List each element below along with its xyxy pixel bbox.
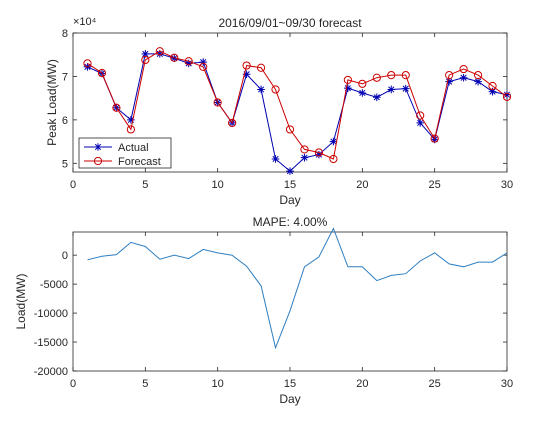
data-point xyxy=(155,47,164,56)
legend-label: Actual xyxy=(118,142,149,154)
y-tick-label: 5 xyxy=(62,158,68,170)
legend-marker xyxy=(94,143,102,151)
data-point xyxy=(459,73,468,82)
data-point xyxy=(199,62,208,71)
data-point xyxy=(401,71,410,80)
series-line xyxy=(87,50,508,160)
x-tick-label: 25 xyxy=(429,378,441,390)
data-point xyxy=(502,92,512,101)
y-tick-label: -20000 xyxy=(34,366,68,378)
x-tick-label: 30 xyxy=(501,378,513,390)
x-tick-label: 10 xyxy=(212,378,224,390)
series-error xyxy=(87,227,508,350)
y-tick-label: -5000 xyxy=(40,279,68,291)
x-tick-label: 5 xyxy=(142,179,148,191)
data-point xyxy=(387,71,396,80)
x-tick-label: 5 xyxy=(142,378,148,390)
data-point xyxy=(373,93,381,102)
data-point xyxy=(242,61,251,70)
data-point xyxy=(416,111,425,120)
data-point xyxy=(257,85,265,94)
data-point xyxy=(126,125,135,134)
x-tick-label: 15 xyxy=(284,179,296,191)
legend-marker xyxy=(93,156,103,166)
data-point xyxy=(271,85,280,94)
data-point xyxy=(141,50,150,58)
y-tick-label: 0 xyxy=(62,250,68,262)
series-forecast xyxy=(83,47,512,164)
data-point xyxy=(228,118,237,128)
chart-2: 0 5 10 15 20 25 30 -20000 -15000 -10000 -5000 0 MAPE… xyxy=(14,215,513,406)
x-axis-label: Day xyxy=(279,392,300,406)
data-point xyxy=(184,59,193,68)
data-point xyxy=(127,116,135,124)
legend-label: Forecast xyxy=(118,156,161,168)
data-point xyxy=(343,75,352,85)
x-tick-label: 15 xyxy=(284,378,296,390)
data-point xyxy=(314,148,324,157)
data-point xyxy=(256,63,266,72)
data-point xyxy=(315,150,323,159)
data-point xyxy=(97,68,107,78)
data-point xyxy=(112,103,121,112)
data-point xyxy=(358,79,367,88)
data-point xyxy=(285,125,295,134)
data-point xyxy=(271,155,280,163)
data-point xyxy=(170,53,179,62)
legend: Actual Forecast xyxy=(78,137,172,169)
data-point xyxy=(300,145,309,154)
data-point xyxy=(344,84,352,92)
y-axis-label: Load(MW) xyxy=(14,273,28,329)
chart-title: 2016/09/01~09/30 forecast xyxy=(218,16,362,30)
data-point xyxy=(416,119,424,127)
data-point xyxy=(329,154,338,164)
data-point xyxy=(474,77,482,86)
y-tick-label: 6 xyxy=(62,115,68,127)
x-tick-label: 0 xyxy=(70,179,76,191)
data-point xyxy=(430,134,439,143)
legend-box xyxy=(78,137,172,169)
x-axis-label: Day xyxy=(279,193,300,207)
data-point xyxy=(156,50,164,58)
data-point xyxy=(445,77,453,86)
data-point xyxy=(141,55,150,65)
data-point xyxy=(488,87,497,96)
x-tick-label: 25 xyxy=(429,179,441,191)
data-point xyxy=(184,57,193,66)
y-tick-label: -15000 xyxy=(34,337,68,349)
plot-area-frame xyxy=(72,231,508,372)
y-tick-label: 7 xyxy=(62,71,68,83)
data-point xyxy=(473,71,483,80)
data-point xyxy=(286,167,294,175)
data-point xyxy=(358,89,367,97)
data-point xyxy=(459,64,468,74)
data-point xyxy=(300,153,309,162)
data-point xyxy=(503,90,511,99)
data-point xyxy=(329,137,338,146)
data-point xyxy=(387,85,396,94)
x-tick-label: 30 xyxy=(501,179,513,191)
data-point xyxy=(199,58,207,66)
y-exponent-label: ×10⁴ xyxy=(73,16,97,28)
x-tick-label: 20 xyxy=(356,179,368,191)
x-tick-label: 0 xyxy=(70,378,76,390)
data-point xyxy=(401,84,410,93)
data-point xyxy=(213,98,222,107)
data-point xyxy=(83,59,92,68)
y-tick-label: 8 xyxy=(62,28,68,40)
series-line xyxy=(87,227,508,350)
data-point xyxy=(488,81,497,91)
x-tick-label: 20 xyxy=(356,378,368,390)
data-point xyxy=(242,70,251,79)
chart-title: MAPE: 4.00% xyxy=(253,215,328,229)
data-point xyxy=(445,71,454,80)
y-tick-label: -10000 xyxy=(34,308,68,320)
data-point xyxy=(372,73,381,82)
x-tick-label: 10 xyxy=(212,179,224,191)
y-axis-label: Peak Load(MW) xyxy=(45,59,59,146)
